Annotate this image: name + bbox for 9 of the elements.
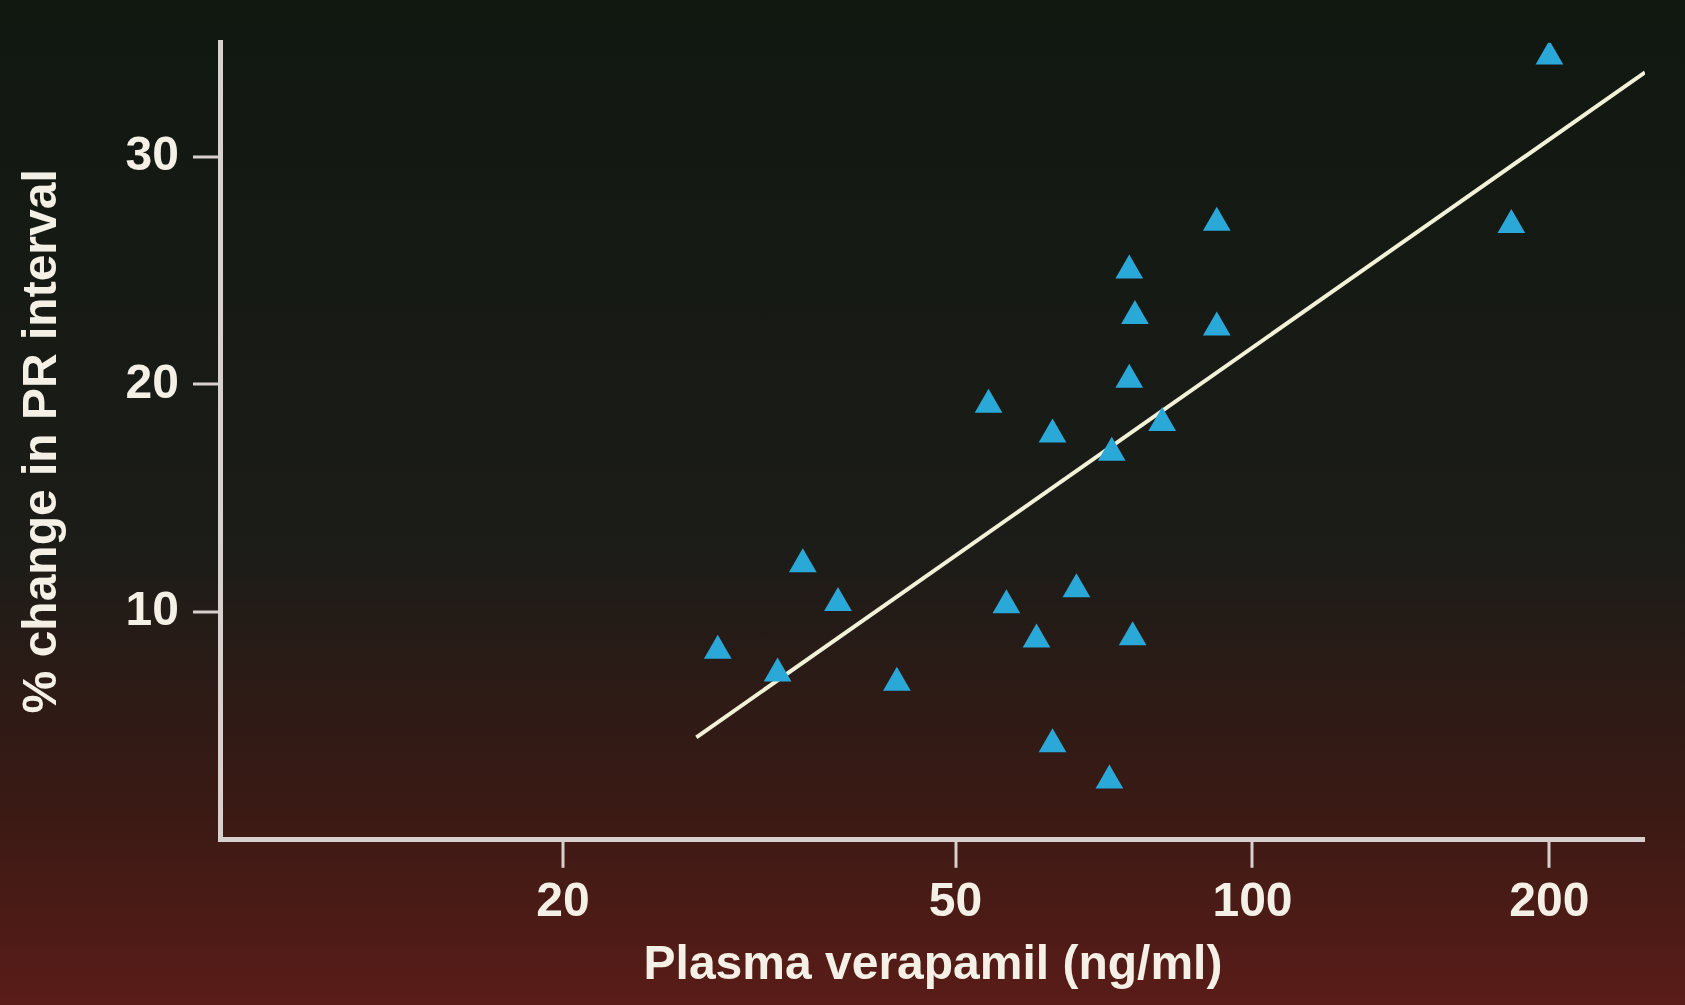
x-tick-label: 50 xyxy=(928,872,983,926)
y-tick-label: 20 xyxy=(125,354,179,408)
y-axis-title: % change in PR interval xyxy=(13,169,67,714)
y-tick-label: 30 xyxy=(125,126,179,180)
x-tick-label: 200 xyxy=(1509,872,1590,926)
y-tick-label: 10 xyxy=(125,582,179,636)
x-axis-title: Plasma verapamil (ng/ml) xyxy=(643,936,1223,990)
x-tick-label: 20 xyxy=(536,872,590,926)
x-tick-label: 100 xyxy=(1212,872,1293,926)
